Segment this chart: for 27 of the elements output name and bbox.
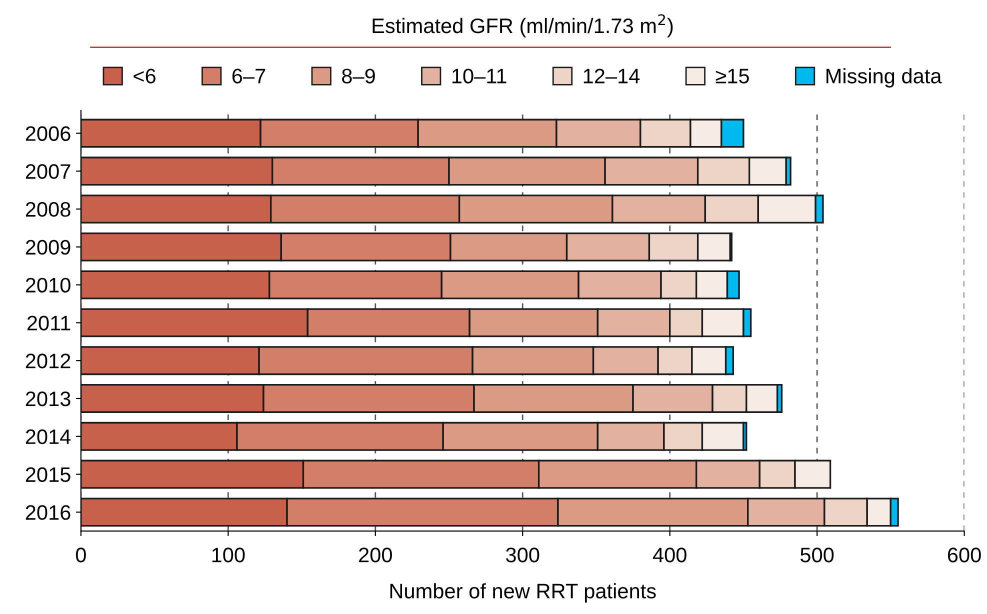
y-tick-label: 2013 [26, 391, 70, 406]
y-tick-label: 2010 [26, 278, 70, 293]
x-axis-title: Number of new RRT patients [390, 583, 656, 603]
legend-label: ≥15 [716, 68, 749, 84]
legend-label: 10–11 [452, 68, 506, 84]
x-tick-label: 200 [359, 548, 392, 562]
legend-label: <6 [134, 68, 156, 84]
y-tick-label: 2009 [26, 240, 70, 255]
y-tick-label: 2011 [27, 316, 70, 330]
x-tick-label: 600 [948, 548, 981, 562]
legend-label: 6–7 [232, 68, 266, 84]
y-tick-label: 2014 [26, 429, 71, 444]
y-tick-label: 2008 [26, 202, 70, 217]
y-tick-label: 2015 [26, 467, 70, 482]
y-tick-label: 2007 [26, 164, 70, 179]
x-tick-label: 100 [212, 548, 245, 562]
x-tick-label: 500 [800, 548, 834, 562]
legend-label: 8–9 [342, 68, 375, 84]
x-tick-label: 400 [652, 548, 686, 562]
x-tick-label: 300 [506, 548, 540, 562]
x-tick-label: 0 [76, 548, 86, 562]
y-tick-label: 2006 [26, 126, 70, 142]
y-tick-label: 2016 [26, 505, 70, 520]
y-tick-label: 2012 [26, 354, 70, 368]
legend-title: Estimated GFR (ml/min/1.73 m$^{2}$) [372, 14, 673, 38]
legend-label: 12–14 [584, 68, 640, 84]
legend-label: Missing data [826, 68, 942, 88]
